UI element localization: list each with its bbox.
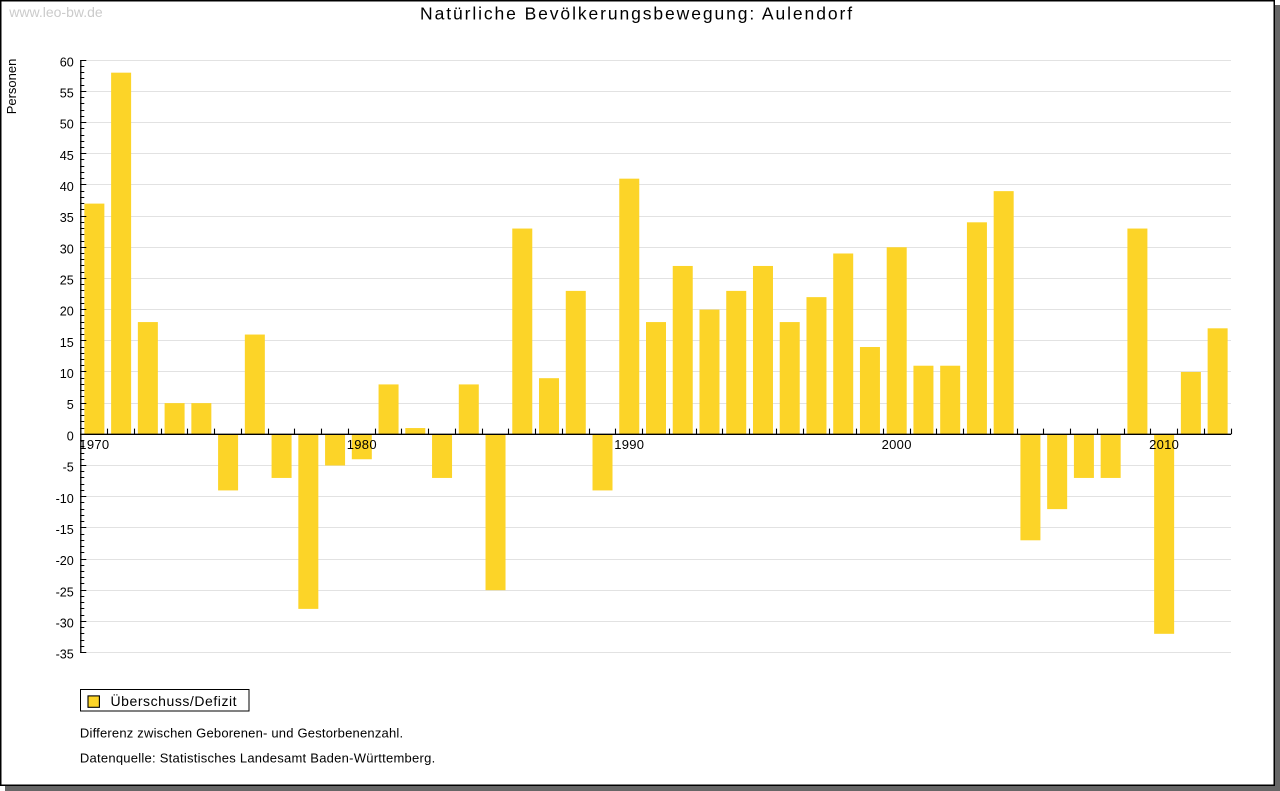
svg-text:55: 55	[60, 86, 74, 100]
svg-text:60: 60	[60, 55, 74, 69]
svg-text:1980: 1980	[347, 437, 377, 452]
svg-text:-5: -5	[63, 461, 74, 475]
svg-text:10: 10	[60, 367, 74, 381]
svg-text:Differenz zwischen Geborenen-: Differenz zwischen Geborenen- und Gestor…	[80, 726, 403, 741]
svg-text:-15: -15	[56, 523, 74, 537]
svg-text:-35: -35	[56, 648, 74, 662]
svg-text:-20: -20	[56, 554, 74, 568]
svg-text:Überschuss/Defizit: Überschuss/Defizit	[111, 692, 238, 709]
svg-text:-25: -25	[56, 585, 74, 599]
svg-text:0: 0	[67, 429, 74, 443]
svg-text:2010: 2010	[1149, 437, 1179, 452]
svg-text:20: 20	[60, 305, 74, 319]
svg-text:-10: -10	[56, 492, 74, 506]
svg-text:30: 30	[60, 242, 74, 256]
svg-text:15: 15	[60, 336, 74, 350]
svg-text:www.leo-bw.de: www.leo-bw.de	[8, 4, 103, 20]
svg-text:1990: 1990	[614, 437, 644, 452]
svg-text:1970: 1970	[79, 437, 109, 452]
svg-text:50: 50	[60, 118, 74, 132]
svg-text:Natürliche Bevölkerungsbewegun: Natürliche Bevölkerungsbewegung: Aulendo…	[420, 4, 854, 24]
svg-text:2000: 2000	[882, 437, 912, 452]
svg-text:Personen: Personen	[4, 59, 19, 115]
svg-text:45: 45	[60, 149, 74, 163]
svg-text:35: 35	[60, 211, 74, 225]
svg-text:25: 25	[60, 274, 74, 288]
svg-text:Datenquelle: Statistisches Lan: Datenquelle: Statistisches Landesamt Bad…	[80, 751, 436, 766]
svg-text:5: 5	[67, 398, 74, 412]
svg-text:40: 40	[60, 180, 74, 194]
svg-text:-30: -30	[56, 616, 74, 630]
